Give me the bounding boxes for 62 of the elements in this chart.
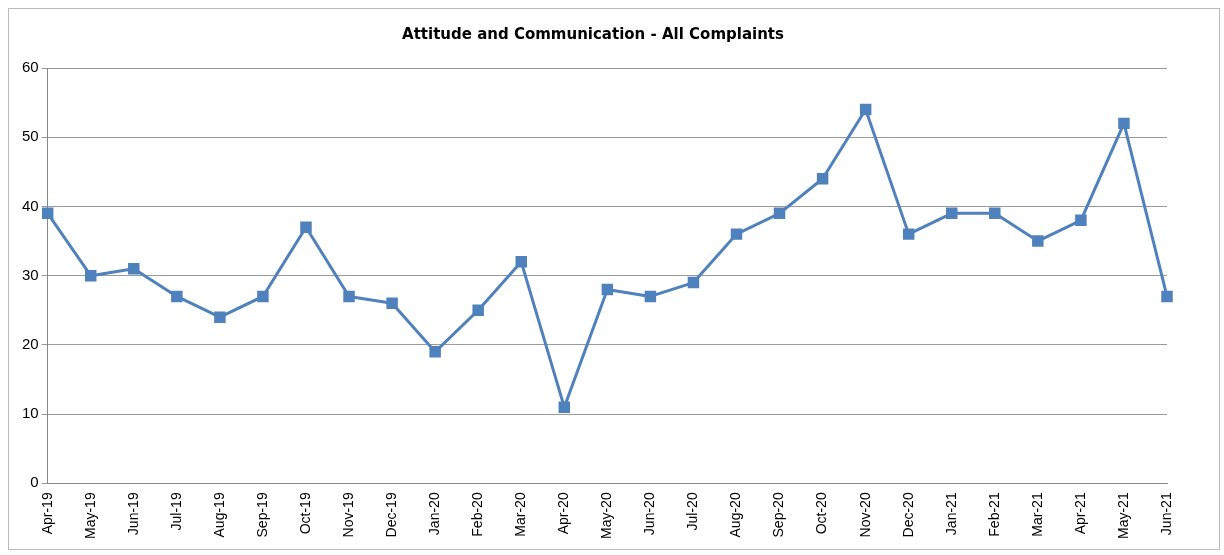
point xyxy=(214,311,226,323)
x-tick-label: Jan-21 xyxy=(942,492,959,536)
x-tick-label: Apr-20 xyxy=(555,492,572,535)
point xyxy=(730,228,743,240)
point xyxy=(816,173,829,185)
y-tick-label: 20 xyxy=(22,335,39,353)
x-tick-label: Nov-19 xyxy=(339,492,356,538)
x-tick-label: Feb-21 xyxy=(985,492,1002,537)
point xyxy=(171,290,183,303)
x-tick-label: Jul-19 xyxy=(167,492,184,531)
x-tick-label: Aug-20 xyxy=(727,492,744,538)
point xyxy=(300,221,312,233)
x-tick-label: Apr-21 xyxy=(1071,492,1088,535)
x-tick-label: Sep-19 xyxy=(253,492,270,538)
point xyxy=(946,207,958,220)
point xyxy=(257,290,269,303)
y-tick-label: 50 xyxy=(22,127,39,145)
point xyxy=(343,290,355,303)
y-tick-label: 40 xyxy=(22,196,39,214)
x-tick-label: Jun-20 xyxy=(641,492,658,536)
point xyxy=(601,283,614,296)
x-tick-label: Mar-20 xyxy=(512,492,529,537)
chart-title: Attitude and Communication - All Complaints xyxy=(402,24,784,43)
y-tick-label: 0 xyxy=(30,473,39,491)
x-tick-label: Oct-19 xyxy=(296,492,313,535)
point xyxy=(644,290,657,303)
point xyxy=(558,401,571,413)
point xyxy=(1075,214,1087,227)
x-tick-label: Dec-19 xyxy=(382,492,399,538)
x-tick-label: Jan-20 xyxy=(426,492,442,536)
x-tick-label: May-20 xyxy=(598,492,615,539)
x-tick-label: Oct-20 xyxy=(813,492,830,535)
point xyxy=(859,103,872,116)
y-tick-label: 10 xyxy=(22,404,39,422)
y-tick-label: 30 xyxy=(22,265,39,283)
point xyxy=(128,262,140,275)
x-tick-label: Nov-20 xyxy=(856,492,873,538)
point xyxy=(515,256,527,268)
point xyxy=(472,304,484,317)
point xyxy=(989,207,1001,220)
point xyxy=(429,346,441,358)
point xyxy=(773,207,786,220)
x-tick-label: May-19 xyxy=(81,492,98,539)
y-tick-label: 60 xyxy=(22,58,39,76)
point xyxy=(41,207,54,220)
point xyxy=(687,276,700,289)
x-tick-label: Apr-19 xyxy=(38,492,55,535)
x-tick-label: Jun-19 xyxy=(124,492,141,536)
x-tick-label: Dec-20 xyxy=(899,492,916,538)
point xyxy=(84,269,97,282)
x-tick-label: Jun-21 xyxy=(1157,492,1174,536)
point xyxy=(1032,235,1044,247)
x-tick-label: Feb-20 xyxy=(469,492,486,537)
x-tick-label: Jul-20 xyxy=(684,492,701,531)
point xyxy=(902,228,915,240)
x-tick-label: May-21 xyxy=(1114,492,1131,539)
point xyxy=(1161,290,1173,303)
x-tick-label: Mar-21 xyxy=(1028,492,1045,537)
x-tick-label: Sep-20 xyxy=(770,492,787,538)
x-tick-label: Aug-19 xyxy=(210,492,227,538)
point xyxy=(386,297,398,310)
point xyxy=(1118,117,1130,130)
